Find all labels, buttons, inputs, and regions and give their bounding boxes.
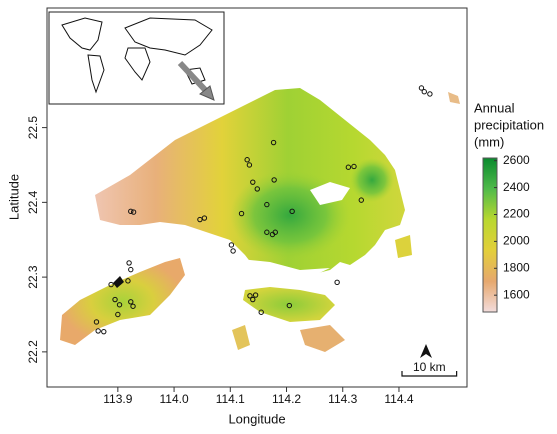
station: [421, 89, 427, 95]
inset-arrow-head: [199, 85, 215, 101]
station: [358, 197, 364, 203]
station: [271, 177, 277, 183]
inset-arrow: [177, 60, 211, 96]
island: [448, 92, 460, 104]
station: [351, 163, 357, 170]
station: [427, 91, 433, 97]
wet-zone: [350, 158, 394, 202]
station: [250, 179, 256, 185]
y-tick-label: 22.5: [26, 116, 40, 140]
station: [264, 201, 270, 208]
tolo-harbour: [310, 182, 350, 205]
colorbar-title: precipitation: [474, 117, 544, 132]
x-tick-label: 114.1: [216, 392, 245, 406]
station: [108, 281, 114, 288]
colorbar-tick-label: 1600: [503, 287, 530, 301]
station: [252, 292, 259, 298]
x-axis-label: Longitude: [228, 411, 285, 426]
x-tick-label: 114.0: [159, 392, 188, 406]
inset-world-map: [48, 11, 225, 105]
station: [112, 296, 118, 303]
station: [270, 139, 277, 146]
colorbar-tick-label: 2600: [503, 153, 530, 167]
station: [128, 266, 134, 273]
y-axis-label: Latitude: [6, 174, 21, 220]
station: [201, 215, 208, 221]
station: [238, 210, 245, 217]
colorbar-title: (mm): [474, 134, 504, 149]
land: [60, 88, 460, 352]
station: [250, 296, 256, 303]
harbour: [230, 258, 330, 282]
station: [264, 229, 270, 235]
station: [101, 328, 107, 335]
station: [197, 216, 203, 223]
station: [93, 319, 100, 325]
station: [334, 279, 340, 286]
lantau: [60, 258, 185, 345]
north-arrow: [420, 344, 432, 358]
island: [395, 235, 412, 258]
station: [95, 328, 101, 334]
x-tick-label: 114.2: [272, 392, 301, 406]
station: [126, 260, 132, 266]
colorbar: [482, 157, 498, 313]
continents: [61, 17, 213, 94]
station: [130, 209, 137, 215]
station: [272, 229, 278, 235]
x-tick-label: 113.9: [103, 392, 132, 406]
station: [258, 309, 264, 315]
colorbar-title: Annual: [474, 100, 515, 115]
scale-bar: [401, 371, 458, 377]
y-tick-label: 22.2: [26, 340, 40, 364]
station: [116, 302, 123, 308]
station: [289, 208, 295, 215]
station: [254, 186, 260, 192]
y-tick-label: 22.3: [26, 265, 40, 289]
station: [128, 208, 134, 215]
colorbar-tick-label: 2000: [503, 234, 530, 248]
lamma: [232, 325, 250, 350]
colorbar-tick-label: 1800: [503, 260, 530, 274]
station: [230, 248, 236, 254]
colorbar-tick-label: 2200: [503, 207, 530, 221]
x-tick-label: 114.4: [384, 392, 413, 406]
y-tick-label: 22.4: [26, 190, 40, 214]
colorbar-tick-label: 2400: [503, 180, 530, 194]
station: [246, 162, 253, 168]
x-tick-label: 114.3: [328, 392, 357, 406]
airport: [113, 276, 124, 288]
station: [130, 303, 136, 309]
station: [286, 302, 293, 309]
island: [300, 325, 345, 352]
station: [418, 85, 425, 91]
station: [228, 242, 235, 248]
scale-label: 10 km: [413, 360, 446, 374]
station: [125, 278, 131, 284]
station: [345, 164, 352, 170]
station: [128, 299, 134, 305]
station: [244, 157, 250, 163]
hk-island: [243, 287, 335, 322]
station: [115, 311, 121, 318]
station: [247, 293, 253, 299]
